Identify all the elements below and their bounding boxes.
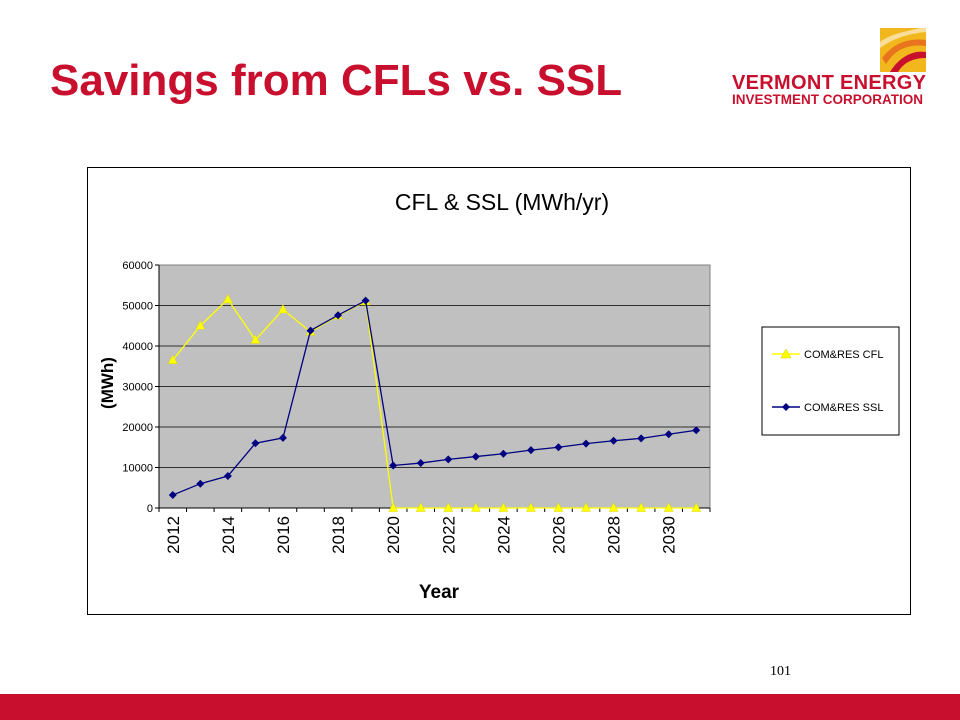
data-point-ssl <box>582 439 591 448</box>
series-line-1 <box>172 299 697 496</box>
data-point-ssl <box>334 311 343 320</box>
data-point-ssl <box>692 426 701 435</box>
y-tick-label: 10000 <box>122 463 153 475</box>
y-tick-label: 40000 <box>122 341 153 353</box>
legend-box <box>761 326 900 436</box>
data-point-ssl <box>554 443 563 452</box>
data-point-ssl <box>251 439 260 448</box>
data-point-cfl <box>388 502 399 512</box>
y-tick-label: 30000 <box>122 382 153 394</box>
data-point-ssl <box>637 434 646 443</box>
x-axis-label: Year <box>419 582 460 603</box>
x-tick-label: 2026 <box>549 516 568 554</box>
data-point-cfl <box>443 502 454 512</box>
data-point-ssl <box>278 433 287 442</box>
data-point-ssl <box>664 430 673 439</box>
x-tick-label: 2014 <box>219 516 238 554</box>
slide-title: Savings from CFLs vs. SSL <box>50 56 623 105</box>
data-point-cfl <box>222 293 233 304</box>
data-point-cfl <box>553 502 564 512</box>
legend: COM&RES CFL COM&RES SSL <box>761 326 900 436</box>
y-axis-ticks: 0 10000 20000 30000 40000 50000 60000 <box>122 260 160 515</box>
legend-ssl-marker <box>782 403 790 411</box>
data-point-ssl <box>444 455 453 464</box>
data-point-ssl <box>416 459 425 468</box>
x-tick-label: 2028 <box>605 516 624 554</box>
data-point-ssl <box>499 449 508 458</box>
x-tick-label: 2012 <box>164 516 183 554</box>
data-point-cfl <box>498 502 509 512</box>
logo-line-1: VERMONT ENERGY <box>732 72 927 94</box>
data-point-cfl <box>415 502 426 512</box>
series-diamond-group <box>168 296 701 500</box>
x-axis-ticks: 2012 2014 2016 2018 2020 2022 2024 2026 2028 2030 <box>158 507 711 554</box>
logo-mark-icon <box>880 28 926 72</box>
data-point-ssl <box>223 472 232 481</box>
y-tick-label: 50000 <box>122 301 153 313</box>
series-line-0 <box>172 298 697 509</box>
data-point-ssl <box>361 296 370 305</box>
data-point-cfl <box>581 502 591 512</box>
data-point-ssl <box>196 479 205 488</box>
legend-ssl-label: COM&RES SSL <box>804 402 883 414</box>
y-tick-label: 20000 <box>122 422 153 434</box>
y-tick-label: 60000 <box>122 260 153 272</box>
data-point-cfl <box>691 502 702 512</box>
data-point-cfl <box>250 334 261 344</box>
data-point-cfl <box>470 502 481 512</box>
data-point-cfl <box>526 502 536 512</box>
y-tick-label: 0 <box>147 503 153 515</box>
data-point-cfl <box>167 354 178 364</box>
vermont-energy-logo: VERMONT ENERGY INVESTMENT CORPORATION <box>732 28 932 108</box>
data-point-ssl <box>609 436 618 445</box>
legend-cfl-label: COM&RES CFL <box>804 349 883 361</box>
x-tick-label: 2030 <box>660 516 679 554</box>
logo-line-2: INVESTMENT CORPORATION <box>732 92 924 107</box>
series-layer <box>167 293 702 512</box>
x-tick-label: 2022 <box>439 516 458 554</box>
data-point-ssl <box>526 446 535 455</box>
x-tick-label: 2018 <box>329 516 348 554</box>
gridlines <box>159 305 710 468</box>
line-chart: CFL & SSL (MWh/yr) 0 10000 20000 30000 40000… <box>98 189 900 603</box>
y-axis-label: (MWh) <box>98 357 117 409</box>
legend-cfl-marker <box>780 348 792 359</box>
x-tick-label: 2024 <box>494 516 513 554</box>
data-point-cfl <box>608 502 619 512</box>
x-tick-label: 2020 <box>384 516 403 554</box>
data-point-ssl <box>168 491 177 500</box>
data-point-cfl <box>278 304 288 314</box>
page-number: 101 <box>770 664 791 679</box>
data-point-cfl <box>663 502 674 512</box>
data-point-ssl <box>306 326 315 335</box>
chart-frame: CFL & SSL (MWh/yr) 0 10000 20000 30000 40000… <box>87 167 911 615</box>
data-point-cfl <box>195 320 206 330</box>
data-point-cfl <box>636 502 647 512</box>
data-point-ssl <box>471 452 480 461</box>
chart-title: CFL & SSL (MWh/yr) <box>395 189 609 215</box>
x-tick-label: 2016 <box>274 516 293 554</box>
footer-bar <box>0 694 960 720</box>
data-point-ssl <box>389 461 398 470</box>
